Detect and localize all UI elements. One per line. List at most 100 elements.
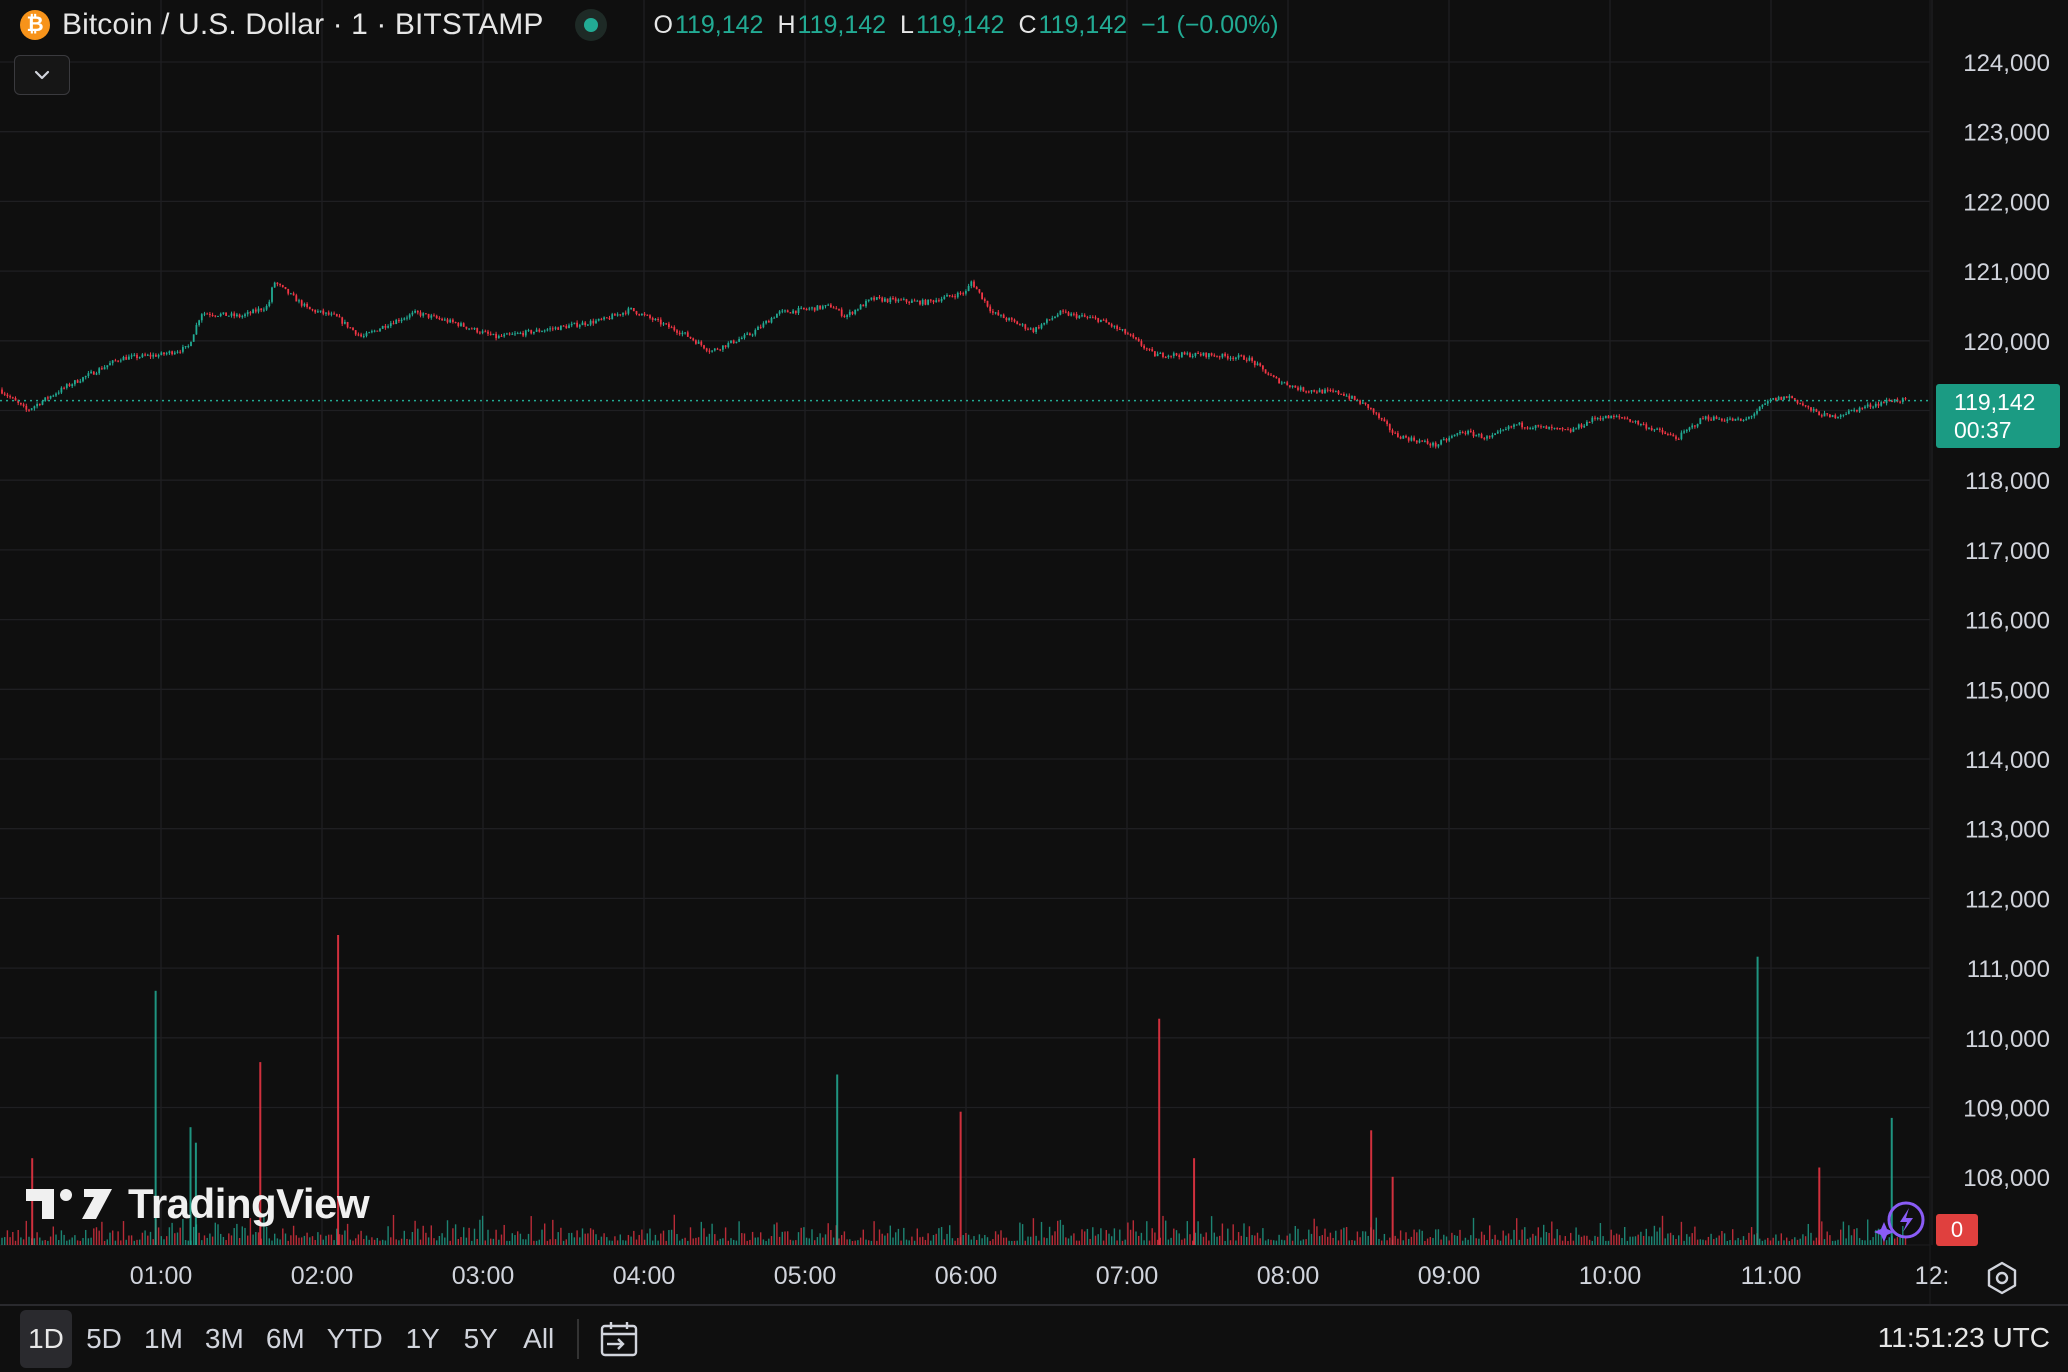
- volume-bar: [87, 1238, 90, 1245]
- range-tab-all[interactable]: All: [523, 1323, 555, 1354]
- volume-bar: [1013, 1240, 1016, 1245]
- candle-body: [730, 340, 732, 343]
- symbol-title[interactable]: Bitcoin / U.S. Dollar · 1 · BITSTAMP: [62, 8, 544, 41]
- volume-bar: [908, 1240, 910, 1245]
- market-status-indicator[interactable]: [575, 9, 608, 41]
- candle-body: [519, 332, 522, 334]
- volume-bar: [1867, 1219, 1869, 1245]
- volume-bar: [1688, 1236, 1691, 1245]
- range-tab-5y[interactable]: 5Y: [463, 1323, 498, 1354]
- volume-bar: [1613, 1235, 1615, 1245]
- candle-body: [160, 352, 163, 355]
- candle-body: [1518, 422, 1521, 425]
- collapse-legend-button[interactable]: [14, 55, 70, 95]
- candle-body: [743, 334, 746, 338]
- volume-bar: [865, 1239, 867, 1245]
- volume-bar: [598, 1239, 600, 1245]
- candle-body: [584, 322, 587, 325]
- volume-bar: [614, 1236, 616, 1245]
- range-tab-5d[interactable]: 5D: [86, 1323, 122, 1354]
- candle-body: [765, 321, 767, 324]
- volume-bar: [1062, 1224, 1064, 1245]
- volume-bar: [1875, 1229, 1877, 1245]
- volume-bar: [341, 1234, 343, 1245]
- volume-bar: [1723, 1233, 1726, 1245]
- volume-bar: [924, 1239, 927, 1245]
- candle-body: [392, 323, 395, 325]
- volume-bar: [1151, 1228, 1153, 1245]
- volume-bar: [587, 1233, 589, 1245]
- candle-body: [354, 330, 357, 335]
- candle-body: [560, 325, 562, 330]
- range-tab-1d[interactable]: 1D: [20, 1310, 72, 1368]
- volume-bar: [1640, 1231, 1642, 1245]
- candle-body: [1745, 418, 1748, 420]
- alerts-count-badge[interactable]: 0: [1936, 1214, 1978, 1246]
- volume-bar: [854, 1240, 856, 1245]
- candle-body: [533, 331, 535, 334]
- volume-bar: [1621, 1237, 1623, 1245]
- range-tab-1m[interactable]: 1M: [144, 1323, 183, 1354]
- candle-body: [524, 330, 527, 336]
- tradingview-watermark[interactable]: TradingView: [26, 1180, 370, 1228]
- candle-body: [1324, 389, 1326, 394]
- volume-bar: [681, 1238, 684, 1245]
- candle-body: [1264, 369, 1267, 374]
- price-axis[interactable]: 108,000 109,000 110,000 111,000 112,000 113,0…: [1963, 50, 2050, 1192]
- volume-bar: [781, 1231, 783, 1245]
- range-tab-6m[interactable]: 6M: [265, 1323, 305, 1354]
- volume-bar: [1529, 1237, 1531, 1245]
- candle-body: [1688, 427, 1691, 430]
- volume-bar: [1788, 1240, 1791, 1245]
- volume-bar: [1070, 1235, 1072, 1245]
- volume-bar: [733, 1239, 735, 1245]
- candle-body: [487, 331, 489, 334]
- candle-body: [1507, 426, 1510, 429]
- range-tab-3m[interactable]: 3M: [204, 1323, 244, 1354]
- volume-bar: [1661, 1215, 1664, 1245]
- volume-bar: [333, 1240, 335, 1245]
- candle-body: [1748, 417, 1750, 419]
- candle-body: [1537, 425, 1540, 427]
- go-to-date-button[interactable]: [599, 1320, 639, 1358]
- volume-bar: [220, 1233, 222, 1245]
- range-tab-ytd[interactable]: YTD: [326, 1323, 383, 1354]
- candle-body: [1645, 424, 1648, 429]
- candle-body: [446, 319, 449, 323]
- volume-bar: [417, 1228, 419, 1245]
- volume-bar: [498, 1239, 500, 1245]
- chart-settings-button[interactable]: [1984, 1260, 2020, 1301]
- candle-body: [344, 321, 346, 324]
- volume-bar: [676, 1234, 678, 1245]
- candle-body: [1413, 437, 1415, 441]
- candle-body: [1510, 426, 1513, 428]
- candle-body: [168, 351, 171, 354]
- ai-assistant-button[interactable]: [1874, 1196, 1930, 1249]
- volume-bar: [1605, 1240, 1607, 1245]
- volume-bar: [301, 1237, 303, 1245]
- volume-bar: [1880, 1234, 1882, 1245]
- candle-body: [1442, 439, 1445, 441]
- volume-bar: [1742, 1236, 1745, 1245]
- candle-body: [1337, 390, 1340, 394]
- candle-body: [978, 289, 981, 293]
- high-value: 119,142: [797, 10, 887, 39]
- volume-bar: [1286, 1235, 1288, 1245]
- range-tab-1y[interactable]: 1Y: [405, 1323, 440, 1354]
- candle-body: [52, 395, 55, 397]
- volume-bar: [965, 1232, 967, 1245]
- candle-body: [1226, 355, 1229, 359]
- candle-body: [576, 322, 578, 327]
- candle-body: [697, 341, 700, 344]
- candle-body: [1251, 357, 1253, 361]
- volume-bar: [765, 1240, 767, 1245]
- volume-bar: [1796, 1239, 1799, 1245]
- time-axis[interactable]: 01:00 02:00 03:00 04:00 05:00 06:00 07:00 08:00…: [130, 1262, 1950, 1290]
- volume-bar: [487, 1229, 489, 1245]
- volume-bar: [962, 1235, 964, 1245]
- volume-bar: [85, 1229, 87, 1245]
- candle-body: [1540, 426, 1542, 428]
- price-chart[interactable]: 108,000 109,000 110,000 111,000 112,000 113,0…: [0, 0, 2068, 1304]
- utc-clock[interactable]: 11:51:23 UTC: [1877, 1322, 2050, 1353]
- volume-bar: [68, 1239, 71, 1245]
